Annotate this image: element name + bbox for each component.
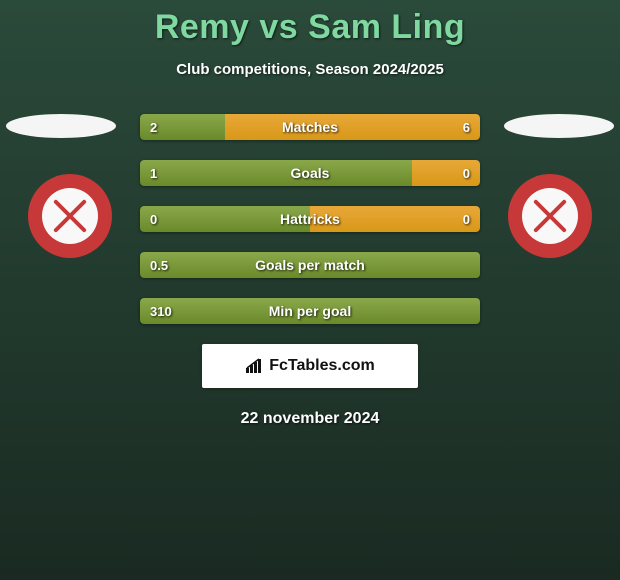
brand-box: FcTables.com <box>202 344 418 388</box>
stat-row: 0.5Goals per match <box>140 252 480 278</box>
subtitle: Club competitions, Season 2024/2025 <box>0 61 620 78</box>
player-right-oval <box>504 114 614 138</box>
stat-right-value: 6 <box>453 114 480 140</box>
chart-icon <box>245 358 265 374</box>
brand-text: FcTables.com <box>269 357 375 375</box>
stat-left-value: 0.5 <box>140 252 178 278</box>
bar-left-fill <box>140 160 412 186</box>
bar-right-fill <box>225 114 480 140</box>
stat-left-value: 1 <box>140 160 167 186</box>
stat-row: 10Goals <box>140 160 480 186</box>
stat-left-value: 0 <box>140 206 167 232</box>
stat-row: 00Hattricks <box>140 206 480 232</box>
stat-right-value: 0 <box>453 206 480 232</box>
stat-left-value: 2 <box>140 114 167 140</box>
bar-left-fill <box>140 252 480 278</box>
bar-left-fill <box>140 298 480 324</box>
page-title: Remy vs Sam Ling <box>0 0 620 47</box>
comparison-panel: 26Matches10Goals00Hattricks0.5Goals per … <box>0 114 620 428</box>
stat-bars: 26Matches10Goals00Hattricks0.5Goals per … <box>140 114 480 324</box>
club-logo-left <box>28 174 112 258</box>
stat-right-value: 0 <box>453 160 480 186</box>
stat-row: 26Matches <box>140 114 480 140</box>
club-logo-right <box>508 174 592 258</box>
stat-left-value: 310 <box>140 298 182 324</box>
player-left-oval <box>6 114 116 138</box>
date-text: 22 november 2024 <box>0 410 620 428</box>
stat-row: 310Min per goal <box>140 298 480 324</box>
